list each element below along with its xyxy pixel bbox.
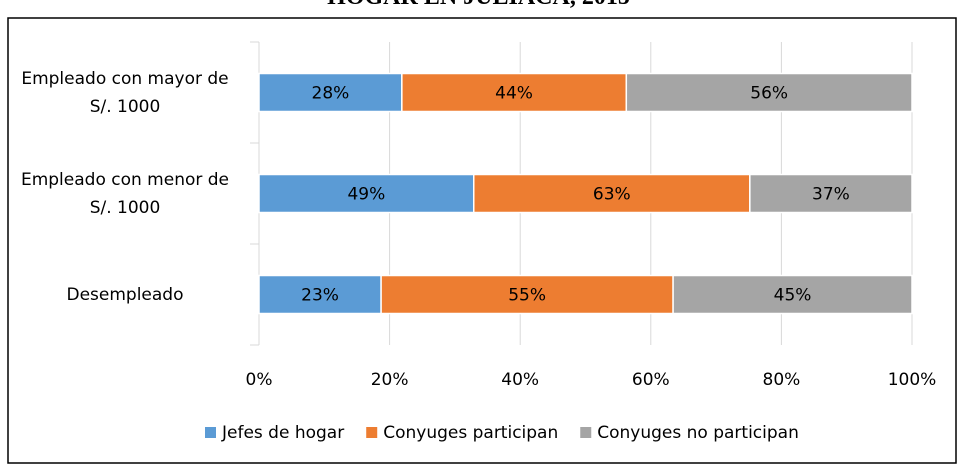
x-tick-label: 0%: [246, 370, 273, 390]
x-tick-label: 100%: [888, 370, 937, 390]
chart-border: [7, 17, 957, 464]
bar-segment: [258, 72, 403, 113]
bar-segment: [401, 72, 628, 113]
bar-segment: [380, 274, 674, 315]
y-tick-label: Empleado con menor de S/. 1000: [20, 169, 230, 218]
bar-segment: [749, 173, 913, 214]
legend-swatch: [580, 427, 592, 438]
data-label: 28%: [312, 84, 350, 104]
x-tick-label: 60%: [632, 370, 670, 390]
legend-label: Conyuges no participan: [597, 423, 799, 443]
bar-segment: [258, 274, 382, 315]
y-tick-label: Desempleado: [66, 284, 184, 305]
legend-swatch: [366, 427, 378, 438]
bar-segment: [472, 173, 751, 214]
chart-title: HOGAR EN JULIACA, 2015: [0, 0, 957, 11]
bar-segment: [258, 173, 475, 214]
data-label: 23%: [301, 286, 339, 306]
data-label: 56%: [750, 84, 788, 104]
bar-segment: [625, 72, 913, 113]
legend-label: Jefes de hogar: [221, 423, 344, 443]
data-label: 49%: [347, 185, 385, 205]
y-tick-label: Empleado con mayor de S/. 1000: [21, 68, 229, 117]
bar-segment: [672, 274, 913, 315]
data-label: 55%: [508, 286, 546, 306]
data-label: 63%: [593, 185, 631, 205]
data-label: 37%: [812, 185, 850, 205]
legend-label: Conyuges participan: [383, 423, 558, 443]
legend-swatch: [205, 427, 216, 438]
x-tick-label: 80%: [763, 370, 801, 390]
data-label: 44%: [495, 84, 533, 104]
data-label: 45%: [774, 286, 812, 306]
x-tick-label: 40%: [501, 370, 539, 390]
x-tick-label: 20%: [371, 370, 409, 390]
